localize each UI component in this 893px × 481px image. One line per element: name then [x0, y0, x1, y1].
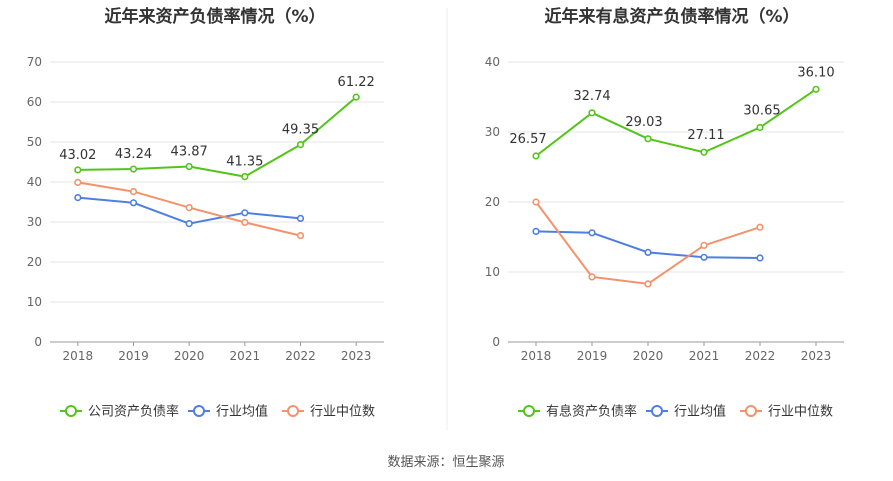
x-tick-label: 2022 [285, 349, 316, 363]
legend-swatch-marker [287, 405, 299, 417]
x-tick-label: 2019 [118, 349, 149, 363]
y-tick-label: 50 [27, 135, 42, 149]
y-tick-label: 30 [27, 215, 42, 229]
source-text: 数据来源：恒生聚源 [387, 455, 504, 470]
legend-label: 行业中位数 [310, 405, 375, 420]
y-tick-label: 30 [485, 125, 500, 139]
x-tick-label: 2021 [230, 349, 261, 363]
data-point [644, 135, 652, 143]
data-label: 43.02 [59, 148, 96, 163]
data-point [756, 123, 764, 132]
data-point [129, 188, 138, 196]
legend-label: 行业均值 [674, 404, 726, 420]
data-point [700, 253, 708, 261]
data-point [588, 273, 596, 281]
x-tick-label: 2020 [174, 349, 205, 363]
data-label: 29.03 [625, 115, 662, 130]
y-tick-label: 0 [34, 335, 42, 349]
y-tick-label: 70 [27, 55, 42, 69]
chart-panel-interest-debt-ratio: 近年来有息资产负债率情况（%） 0 10 20 30 40 2018 2019 2020 2021… [485, 6, 844, 420]
data-label: 61.22 [338, 75, 375, 90]
chart-title: 近年来资产负债率情况（%） [104, 6, 325, 27]
y-tick-label: 40 [27, 175, 42, 189]
data-point [532, 227, 540, 235]
legend-label: 公司资产负债率 [88, 404, 179, 420]
x-tick-label: 2020 [633, 349, 664, 363]
data-point [700, 241, 708, 249]
y-tick-label: 60 [27, 95, 42, 109]
chart-panel-debt-ratio: 近年来资产负债率情况（%） 0 10 20 30 40 50 60 70 2018 2019 2020… [27, 6, 384, 420]
x-tick-label: 2023 [801, 349, 832, 363]
data-point [129, 165, 138, 173]
data-point [756, 254, 764, 262]
data-point [74, 166, 82, 174]
data-point [700, 148, 708, 156]
data-point [74, 194, 82, 202]
y-tick-label: 20 [27, 255, 42, 269]
chart-title: 近年来有息资产负债率情况（%） [544, 6, 799, 27]
data-point [588, 229, 596, 237]
data-point [644, 280, 652, 288]
x-tick-label: 2022 [745, 349, 776, 363]
series-line-0 [77, 96, 357, 178]
y-tick-label: 40 [485, 55, 500, 69]
data-point [352, 93, 360, 101]
data-point [756, 223, 764, 231]
data-point [812, 85, 820, 93]
legend-swatch-marker [651, 405, 663, 417]
x-tick-label: 2021 [689, 349, 720, 363]
data-point [644, 248, 652, 256]
data-label: 27.11 [687, 128, 724, 143]
x-tick-label: 2018 [63, 349, 94, 363]
data-point [296, 232, 305, 240]
data-point [532, 198, 540, 206]
data-point [241, 218, 249, 226]
series-line-0 [535, 88, 817, 157]
legend-swatch-marker [745, 405, 757, 417]
legend-swatch-marker [523, 405, 535, 417]
legend-label: 行业中位数 [768, 405, 833, 420]
data-label: 43.87 [171, 145, 208, 160]
y-tick-label: 20 [485, 195, 500, 209]
data-point [241, 209, 249, 217]
legend-label: 行业均值 [216, 404, 268, 420]
data-label: 49.35 [282, 123, 319, 138]
x-tick-label: 2018 [521, 349, 552, 363]
x-tick-label: 2019 [577, 349, 608, 363]
data-label: 30.65 [743, 103, 780, 118]
data-point [129, 199, 138, 207]
data-point [588, 109, 596, 117]
x-tick-label: 2023 [341, 349, 372, 363]
legend-swatch-marker [193, 405, 205, 417]
data-label: 32.74 [573, 89, 610, 104]
y-tick-label: 10 [27, 295, 42, 309]
legend-label: 有息资产负债率 [546, 404, 637, 420]
data-point [74, 178, 82, 186]
data-point [241, 173, 249, 181]
data-label: 26.57 [509, 132, 546, 147]
data-label: 43.24 [115, 147, 152, 162]
data-point [296, 214, 305, 222]
y-tick-label: 10 [485, 265, 500, 279]
data-point [185, 220, 193, 228]
data-point [185, 204, 193, 212]
y-tick-label: 0 [492, 335, 500, 349]
data-label: 36.10 [797, 65, 834, 80]
legend-swatch-marker [65, 405, 77, 417]
data-point [296, 141, 305, 149]
data-label: 41.35 [226, 155, 263, 170]
data-point [185, 162, 193, 171]
data-point [532, 152, 540, 160]
